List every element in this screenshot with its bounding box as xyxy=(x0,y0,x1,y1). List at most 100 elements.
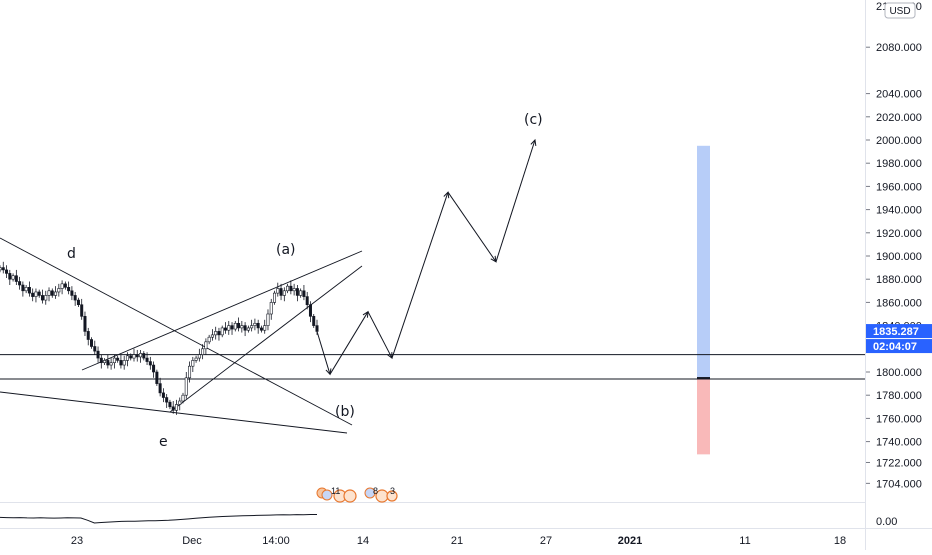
svg-text:02:04:07: 02:04:07 xyxy=(873,341,917,353)
price-tick-label: 1940.000 xyxy=(876,205,922,217)
wave-label-e: e xyxy=(159,434,168,450)
candle-body xyxy=(83,316,87,332)
candle-body xyxy=(80,304,84,317)
price-tick-label: 2080.000 xyxy=(876,42,922,54)
projection-segment xyxy=(329,311,369,375)
candle-body xyxy=(103,360,107,364)
indicator-axis-label: 0.00 xyxy=(876,516,897,528)
candle-body xyxy=(63,283,67,288)
candle-body xyxy=(116,357,120,361)
event-badges[interactable]: 11 8 3 xyxy=(316,486,398,503)
candle-body xyxy=(31,292,35,297)
candlestick-series xyxy=(0,261,319,415)
candle-body xyxy=(34,291,38,297)
candle-body xyxy=(40,295,44,301)
candle-body xyxy=(50,290,54,296)
candle-body xyxy=(47,290,51,296)
candle-body xyxy=(282,290,286,296)
candle-body xyxy=(14,275,18,282)
wave-projection-path[interactable] xyxy=(316,138,537,376)
price-tick-label: 1880.000 xyxy=(876,274,922,286)
candle-body xyxy=(57,288,61,293)
price-tick-label: 2040.000 xyxy=(876,89,922,101)
candle-body xyxy=(135,354,139,358)
candle-body xyxy=(240,325,244,329)
candle-body xyxy=(73,295,77,301)
candle-body xyxy=(246,327,250,331)
candle-body xyxy=(5,269,9,274)
candle-body xyxy=(184,377,188,396)
candle-body xyxy=(171,406,175,411)
candle-body xyxy=(266,313,270,326)
wave-label-a: (a) xyxy=(276,242,296,258)
candle-body xyxy=(86,331,90,340)
indicator-line xyxy=(0,514,317,524)
candle-body xyxy=(253,322,257,326)
time-axis-label: 14:00 xyxy=(262,535,290,547)
rr-profit-zone[interactable] xyxy=(697,145,710,378)
trend-lines[interactable] xyxy=(0,237,363,434)
candle-body xyxy=(76,299,80,306)
price-tick-label: 1704.000 xyxy=(876,478,922,490)
time-axis[interactable]: 23 Dec 14:00 14 21 27 2021 11 18 xyxy=(71,535,846,547)
svg-text:1835.287: 1835.287 xyxy=(873,326,919,338)
candle-body xyxy=(201,348,205,355)
candle-body xyxy=(279,288,283,296)
candle-body xyxy=(220,327,224,336)
price-tick-label: 2000.000 xyxy=(876,135,922,147)
svg-text:USD: USD xyxy=(889,6,910,17)
candle-body xyxy=(207,336,211,343)
projection-segment xyxy=(367,311,393,359)
event-flag-icon xyxy=(343,489,357,503)
candle-body xyxy=(67,287,71,292)
event-count: 3 xyxy=(390,486,395,496)
candle-body xyxy=(276,288,280,294)
price-tick-label: 1780.000 xyxy=(876,390,922,402)
time-axis-label: 11 xyxy=(739,535,750,547)
event-flag-icon xyxy=(321,489,333,501)
candle-body xyxy=(132,354,136,359)
candle-body xyxy=(188,365,192,379)
candle-body xyxy=(161,392,165,398)
candle-body xyxy=(27,287,31,294)
candle-body xyxy=(214,331,218,336)
candle-body xyxy=(109,362,113,366)
candle-body xyxy=(145,357,149,362)
candle-body xyxy=(93,346,97,352)
price-tick-label: 1760.000 xyxy=(876,413,922,425)
event-flag-icon xyxy=(364,487,376,499)
trend-line-upper-descending xyxy=(0,237,353,426)
candle-body xyxy=(21,284,25,292)
candle-body xyxy=(295,288,299,296)
candle-body xyxy=(263,325,267,331)
candle-body xyxy=(44,295,48,301)
price-tick-label: 1900.000 xyxy=(876,251,922,263)
projection-segment xyxy=(447,191,497,263)
candle-body xyxy=(269,302,273,315)
candle-body xyxy=(230,325,234,330)
trend-line-channel-lower xyxy=(169,265,363,413)
projection-segment xyxy=(391,192,449,359)
candle-body xyxy=(256,322,260,329)
candle-body xyxy=(148,361,152,366)
projection-segment xyxy=(316,331,331,375)
candle-body xyxy=(194,357,198,361)
rr-loss-zone[interactable] xyxy=(697,377,710,455)
time-axis-label: 27 xyxy=(540,535,552,547)
projection-segment xyxy=(495,139,536,262)
candle-body xyxy=(259,327,263,331)
candle-body xyxy=(158,383,162,394)
candle-body xyxy=(181,394,185,402)
candle-body xyxy=(24,287,28,292)
currency-button[interactable]: USD xyxy=(884,2,916,19)
price-axis[interactable]: 2080.000 2040.000 2020.000 2000.000 1980.000… xyxy=(866,42,922,490)
candle-body xyxy=(227,325,231,331)
projection-arrowhead xyxy=(530,138,537,147)
candle-body xyxy=(302,290,306,297)
candle-body xyxy=(112,357,116,364)
event-count: 11 xyxy=(331,486,340,496)
candle-body xyxy=(315,325,319,332)
candle-body xyxy=(129,355,133,359)
time-axis-label: 23 xyxy=(71,535,83,547)
